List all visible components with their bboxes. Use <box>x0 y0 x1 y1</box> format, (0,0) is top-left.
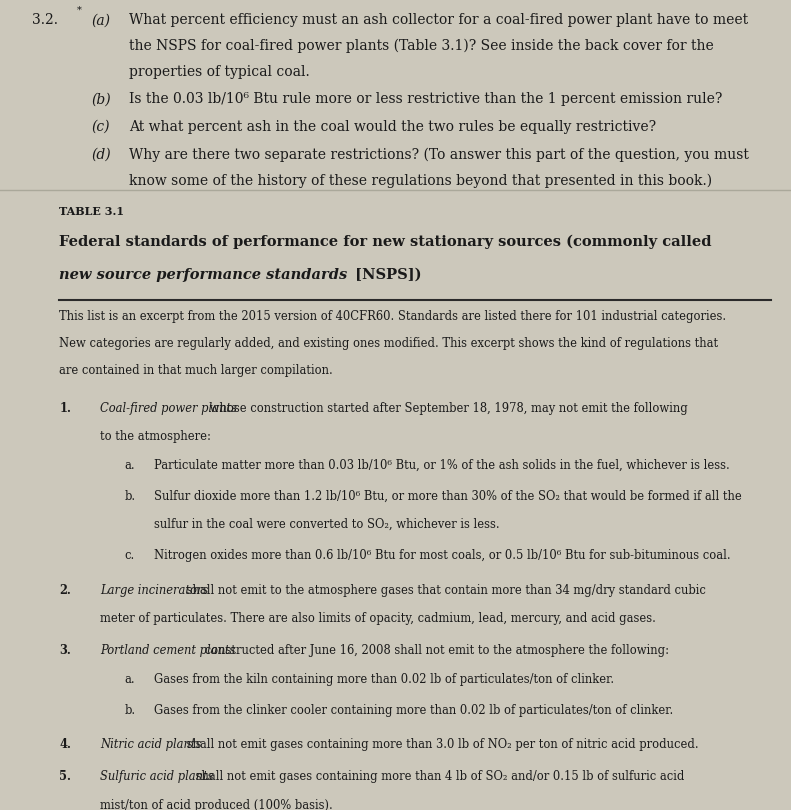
Text: 3.: 3. <box>59 644 71 658</box>
Text: Is the 0.03 lb/10⁶ Btu rule more or less restrictive than the 1 percent emission: Is the 0.03 lb/10⁶ Btu rule more or less… <box>129 92 722 106</box>
Text: Sulfur dioxide more than 1.2 lb/10⁶ Btu, or more than 30% of the SO₂ that would : Sulfur dioxide more than 1.2 lb/10⁶ Btu,… <box>154 490 742 503</box>
Text: to the atmosphere:: to the atmosphere: <box>100 430 211 443</box>
Text: This list is an excerpt from the 2015 version of 40CFR60. Standards are listed t: This list is an excerpt from the 2015 ve… <box>59 309 726 322</box>
Text: What percent efficiency must an ash collector for a coal-fired power plant have : What percent efficiency must an ash coll… <box>129 13 748 28</box>
Text: whose construction started after September 18, 1978, may not emit the following: whose construction started after Septemb… <box>206 402 687 415</box>
Text: [NSPS]): [NSPS]) <box>350 268 422 282</box>
Text: constructed after June 16, 2008 shall not emit to the atmosphere the following:: constructed after June 16, 2008 shall no… <box>202 644 669 658</box>
Text: Gases from the clinker cooler containing more than 0.02 lb of particulates/ton o: Gases from the clinker cooler containing… <box>154 704 673 717</box>
Text: Portland cement plants: Portland cement plants <box>100 644 236 658</box>
Text: *: * <box>77 6 81 15</box>
Text: (a): (a) <box>91 13 110 28</box>
Text: shall not emit to the atmosphere gases that contain more than 34 mg/dry standard: shall not emit to the atmosphere gases t… <box>183 584 706 597</box>
Text: (b): (b) <box>91 92 111 106</box>
Text: Gases from the kiln containing more than 0.02 lb of particulates/ton of clinker.: Gases from the kiln containing more than… <box>154 673 615 686</box>
Text: 2.: 2. <box>59 584 71 597</box>
Text: 1.: 1. <box>59 402 71 415</box>
Text: Coal-fired power plants: Coal-fired power plants <box>100 402 237 415</box>
Text: a.: a. <box>124 673 134 686</box>
Text: (c): (c) <box>91 120 109 134</box>
Text: At what percent ash in the coal would the two rules be equally restrictive?: At what percent ash in the coal would th… <box>129 120 656 134</box>
Text: Why are there two separate restrictions? (To answer this part of the question, y: Why are there two separate restrictions?… <box>129 147 749 162</box>
Text: Nitrogen oxides more than 0.6 lb/10⁶ Btu for most coals, or 0.5 lb/10⁶ Btu for s: Nitrogen oxides more than 0.6 lb/10⁶ Btu… <box>154 549 731 562</box>
Text: the NSPS for coal-fired power plants (Table 3.1)? See inside the back cover for : the NSPS for coal-fired power plants (Ta… <box>129 39 713 53</box>
Text: c.: c. <box>124 549 134 562</box>
Text: Particulate matter more than 0.03 lb/10⁶ Btu, or 1% of the ash solids in the fue: Particulate matter more than 0.03 lb/10⁶… <box>154 458 730 471</box>
Text: 3.2.: 3.2. <box>32 13 58 28</box>
Text: know some of the history of these regulations beyond that presented in this book: know some of the history of these regula… <box>129 173 712 188</box>
Text: Large incinerators: Large incinerators <box>100 584 209 597</box>
Text: Federal standards of performance for new stationary sources (commonly called: Federal standards of performance for new… <box>59 234 712 249</box>
Text: mist/ton of acid produced (100% basis).: mist/ton of acid produced (100% basis). <box>100 799 333 810</box>
Text: shall not emit gases containing more than 3.0 lb of NO₂ per ton of nitric acid p: shall not emit gases containing more tha… <box>183 739 698 752</box>
Text: new source performance standards: new source performance standards <box>59 268 347 282</box>
Text: (d): (d) <box>91 147 111 161</box>
Text: 4.: 4. <box>59 739 71 752</box>
Text: properties of typical coal.: properties of typical coal. <box>129 65 310 79</box>
Text: TABLE 3.1: TABLE 3.1 <box>59 206 124 217</box>
Text: Sulfuric acid plants: Sulfuric acid plants <box>100 770 214 783</box>
Text: meter of particulates. There are also limits of opacity, cadmium, lead, mercury,: meter of particulates. There are also li… <box>100 612 657 625</box>
Text: a.: a. <box>124 458 134 471</box>
Text: shall not emit gases containing more than 4 lb of SO₂ and/or 0.15 lb of sulfuric: shall not emit gases containing more tha… <box>192 770 684 783</box>
Text: are contained in that much larger compilation.: are contained in that much larger compil… <box>59 364 333 377</box>
Text: 5.: 5. <box>59 770 71 783</box>
Text: sulfur in the coal were converted to SO₂, whichever is less.: sulfur in the coal were converted to SO₂… <box>154 518 500 531</box>
Text: b.: b. <box>124 704 135 717</box>
Text: Nitric acid plants: Nitric acid plants <box>100 739 202 752</box>
Text: b.: b. <box>124 490 135 503</box>
Text: New categories are regularly added, and existing ones modified. This excerpt sho: New categories are regularly added, and … <box>59 337 718 350</box>
